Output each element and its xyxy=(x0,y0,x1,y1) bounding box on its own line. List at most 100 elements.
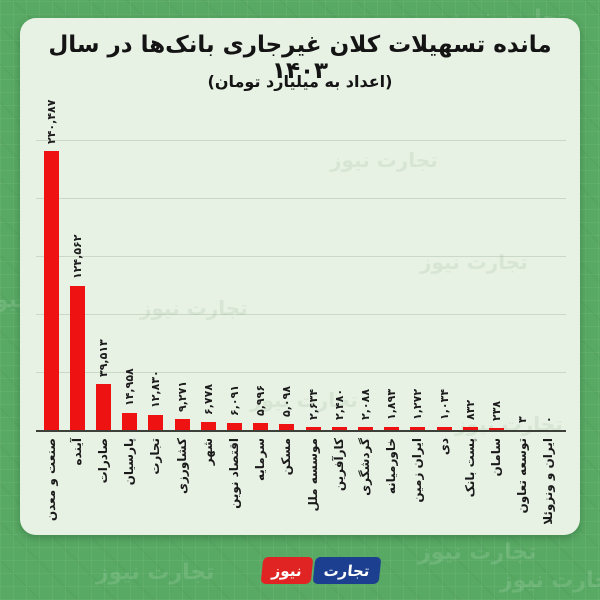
bar-category-label: گردشگری xyxy=(357,438,372,496)
bar xyxy=(122,412,138,430)
bar-column: ۸۳۲ xyxy=(457,100,483,430)
bar-value-label: ۱,۲۷۲ xyxy=(411,388,425,420)
bar-column: ۱۲۴,۵۶۲ xyxy=(64,100,90,430)
bar-value-label: ۲۳۸ xyxy=(489,401,503,422)
x-axis-line xyxy=(36,430,566,432)
bar-category-label: دی xyxy=(436,438,451,456)
category-column: سرمایه xyxy=(248,438,274,534)
bar-value-label: ۲,۶۳۴ xyxy=(306,388,320,420)
bar-category-label: موسسه ملل xyxy=(305,438,320,512)
bar-category-label: مسکن xyxy=(279,438,294,476)
bar-value-label: ۱۴,۹۵۸ xyxy=(123,367,137,406)
bar-column: ۱۲,۸۳۰ xyxy=(143,100,169,430)
bar-category-label: آینده xyxy=(69,438,84,466)
bar-value-label: ۲۴۰,۴۸۷ xyxy=(44,99,58,145)
bar xyxy=(384,426,400,430)
bar xyxy=(436,426,452,430)
bar-column: ۱,۸۹۳ xyxy=(379,100,405,430)
bar-value-label: ۶,۷۷۸ xyxy=(201,384,215,416)
bar-column: ۱,۰۳۴ xyxy=(431,100,457,430)
bar-category-label: کشاورزی xyxy=(174,438,189,494)
bar-category-label: خاورمیانه xyxy=(384,438,399,495)
bar-value-label: ۳۹,۵۱۳ xyxy=(96,339,110,378)
bar-value-label: ۹,۲۷۱ xyxy=(175,381,189,413)
category-column: ایران زمین xyxy=(405,438,431,534)
bar-category-label: صادرات xyxy=(95,438,110,484)
gridline xyxy=(36,198,566,199)
bar-column: ۲,۰۸۸ xyxy=(352,100,378,430)
bar-category-label: ایران و ونزوئلا xyxy=(541,438,556,525)
bar xyxy=(357,426,373,430)
bar-column: ۵,۰۹۸ xyxy=(274,100,300,430)
bar xyxy=(226,422,242,430)
bar-value-label: ۵,۰۹۸ xyxy=(280,386,294,418)
bar-category-label: توسعه تعاون xyxy=(515,438,530,514)
category-column: شهر xyxy=(195,438,221,534)
chart-panel xyxy=(20,18,580,535)
bar xyxy=(253,423,269,430)
bar-value-label: ۰ xyxy=(542,416,556,423)
category-column: موسسه ملل xyxy=(300,438,326,534)
gridline xyxy=(36,140,566,141)
category-column: دی xyxy=(431,438,457,534)
bar-category-label: تجارت xyxy=(148,438,163,475)
gridline xyxy=(36,256,566,257)
bar-category-label: سامان xyxy=(488,438,503,477)
bar-column: ۰ xyxy=(536,100,562,430)
bar-column: ۶,۷۷۸ xyxy=(195,100,221,430)
category-column: پست بانک xyxy=(457,438,483,534)
bar-column: ۲,۶۳۴ xyxy=(300,100,326,430)
gridline xyxy=(36,372,566,373)
bar-value-label: ۱,۸۹۳ xyxy=(385,388,399,420)
bar-value-label: ۲,۰۸۸ xyxy=(358,388,372,420)
bar-category-label: کارآفرین xyxy=(331,438,346,492)
page-title: مانده تسهیلات کلان غیرجاری بانک‌ها در سا… xyxy=(48,32,552,84)
bar-category-label: سرمایه xyxy=(253,438,268,481)
category-column: پارسیان xyxy=(117,438,143,534)
bar xyxy=(488,428,504,430)
category-column: تجارت xyxy=(143,438,169,534)
bar-column: ۲۳۸ xyxy=(483,100,509,430)
brand-logo-news: نیوز xyxy=(260,557,314,584)
chart-subtitle: (اعداد به میلیارد تومان) xyxy=(207,72,393,91)
bar-category-label: پست بانک xyxy=(462,438,477,498)
bar-value-label: ۶,۰۹۱ xyxy=(227,384,241,416)
bar xyxy=(305,426,321,430)
watermark-text: تجارت نیوز xyxy=(500,568,600,593)
category-labels-row: صنعت و معدن آینده صادرات پارسیان تجارت کشاورز… xyxy=(38,438,562,534)
brand-logo-name: تجارت xyxy=(312,557,382,584)
category-column: ایران و ونزوئلا xyxy=(536,438,562,534)
chart-plot-area: ۲۴۰,۴۸۷ ۱۲۴,۵۶۲ ۳۹,۵۱۳ ۱۴,۹۵۸ ۱۲,۸۳۰ ۹,۲۷۱ ۶,۷… xyxy=(38,100,562,430)
bar xyxy=(148,415,164,430)
category-column: صادرات xyxy=(90,438,116,534)
bar xyxy=(95,384,111,430)
bar xyxy=(43,151,59,430)
bar-column: ۶,۰۹۱ xyxy=(221,100,247,430)
bar-value-label: ۳ xyxy=(516,416,530,423)
bar-value-label: ۵,۹۹۶ xyxy=(254,385,268,417)
bar-category-label: اقتصاد نوین xyxy=(226,438,241,509)
category-column: کارآفرین xyxy=(326,438,352,534)
bar-category-label: صنعت و معدن xyxy=(43,438,58,522)
category-column: خاورمیانه xyxy=(379,438,405,534)
bar-column: ۳ xyxy=(510,100,536,430)
category-column: کشاورزی xyxy=(169,438,195,534)
brand-logo: تجارت نیوز xyxy=(260,557,382,584)
watermark-text: تجارت نیوز xyxy=(418,540,537,565)
bar-column: ۳۹,۵۱۳ xyxy=(90,100,116,430)
gridline xyxy=(36,314,566,315)
category-column: توسعه تعاون xyxy=(510,438,536,534)
bar xyxy=(174,419,190,430)
bar-value-label: ۸۳۲ xyxy=(463,399,477,420)
category-column: سامان xyxy=(483,438,509,534)
bar-column: ۲۴۰,۴۸۷ xyxy=(38,100,64,430)
bar-category-label: شهر xyxy=(200,438,215,466)
bar xyxy=(410,426,426,430)
category-column: مسکن xyxy=(274,438,300,534)
bar-value-label: ۱۲,۸۳۰ xyxy=(149,370,163,409)
bar-category-label: ایران زمین xyxy=(410,438,425,503)
bar xyxy=(331,426,347,430)
bar-column: ۲,۴۸۰ xyxy=(326,100,352,430)
category-column: گردشگری xyxy=(352,438,378,534)
